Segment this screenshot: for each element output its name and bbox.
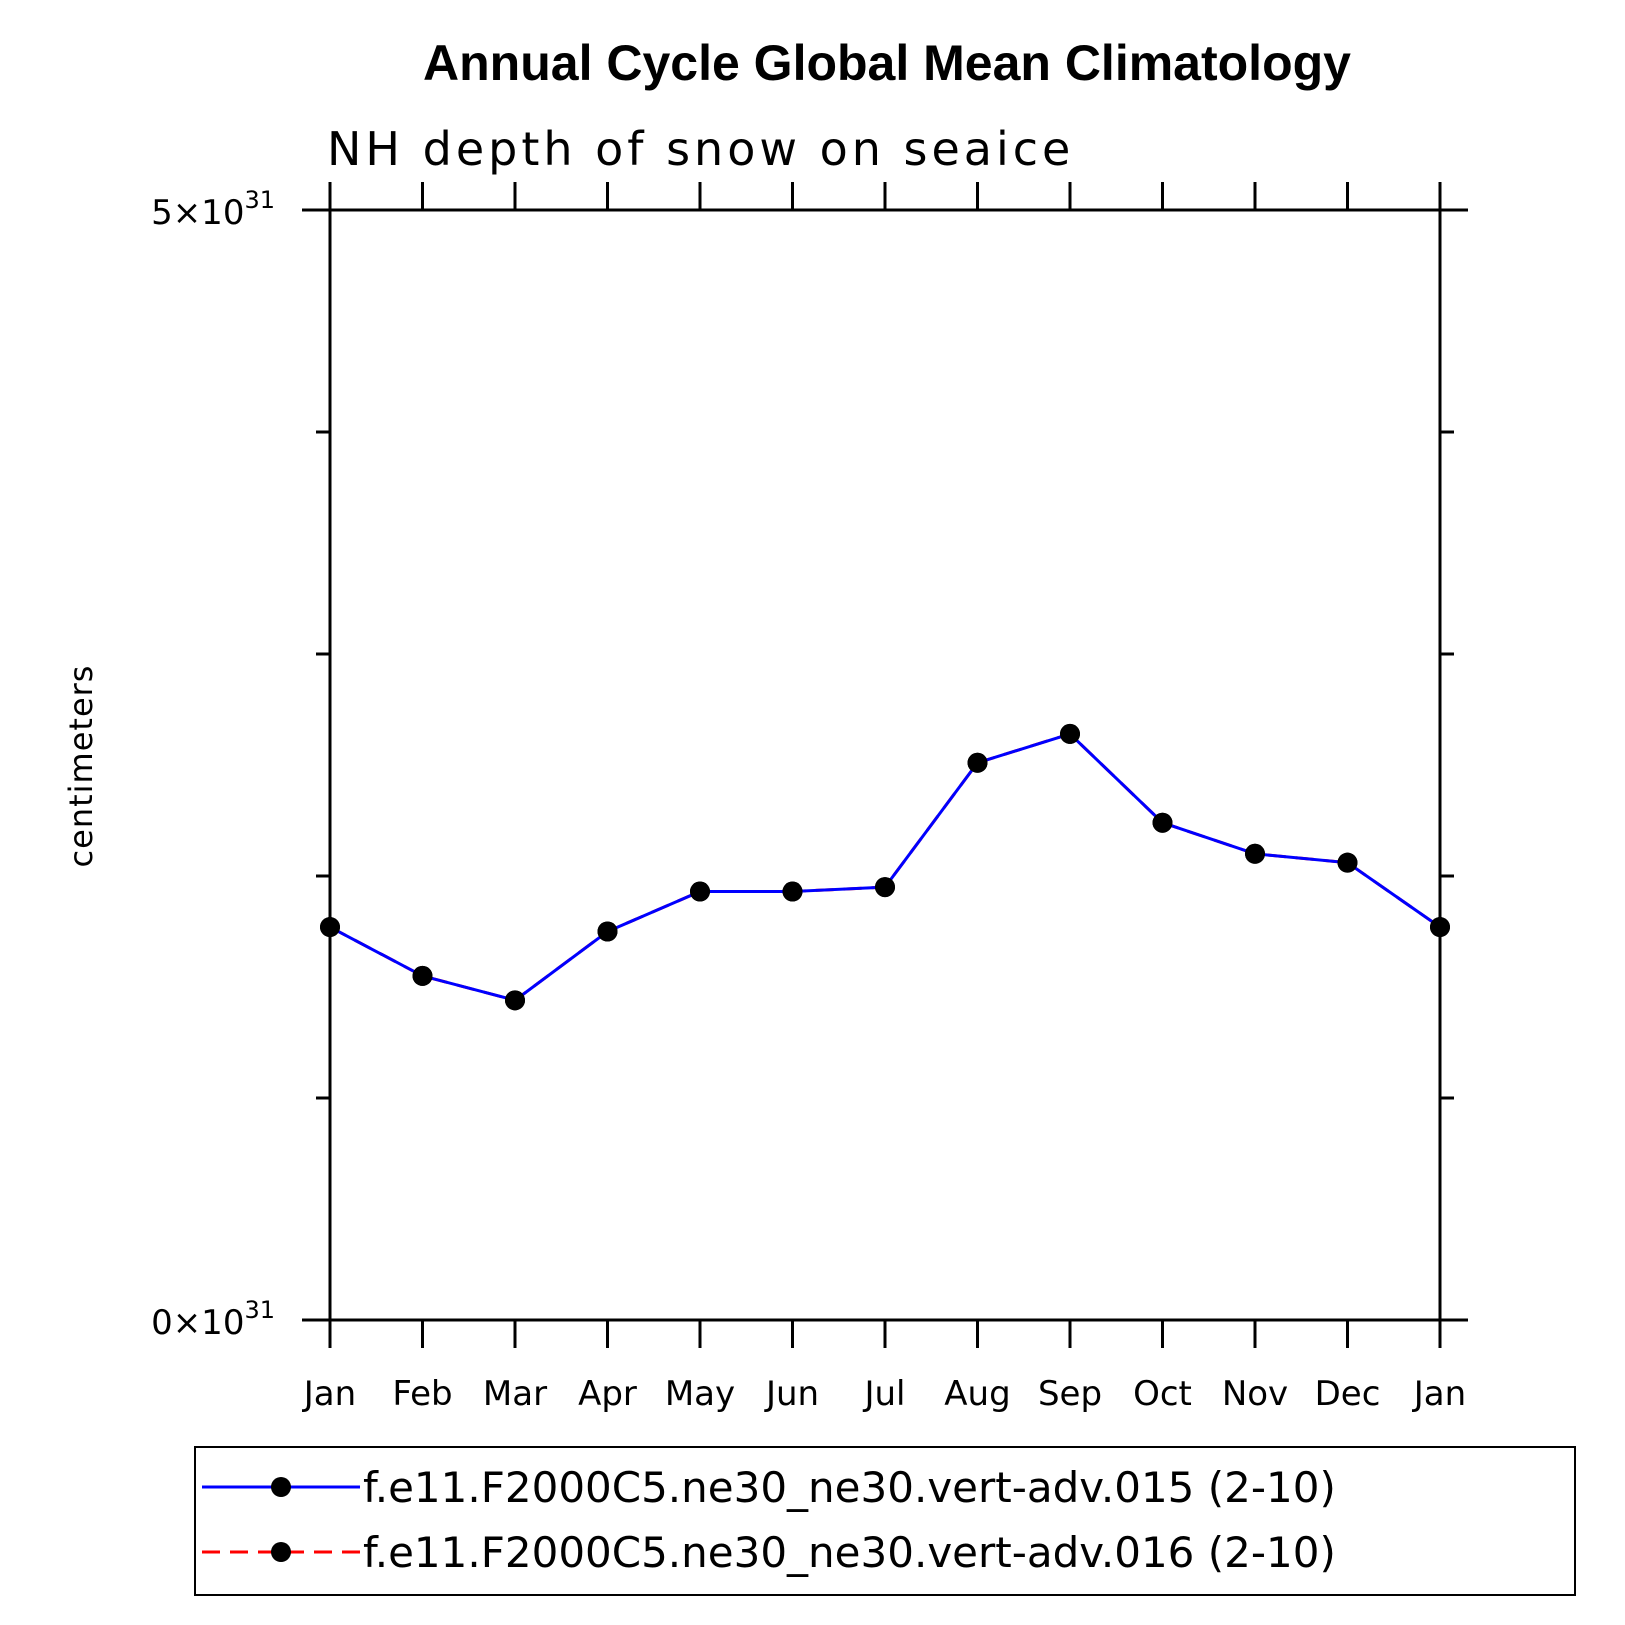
series-point [1152, 812, 1173, 833]
x-tick-label: Nov [1222, 1374, 1288, 1414]
series-point [782, 881, 803, 902]
legend-box [194, 1446, 1576, 1596]
x-tick-label: Sep [1038, 1374, 1102, 1414]
x-tick-label: Feb [392, 1374, 452, 1414]
series-point [412, 965, 433, 986]
series-point [597, 921, 618, 942]
series-group [320, 723, 1450, 1011]
y-tick-label: 0×1031 [151, 1296, 275, 1343]
series-point [320, 917, 340, 938]
series-point [505, 990, 525, 1011]
legend-entry-label: f.e11.F2000C5.ne30_ne30.vert-adv.015 (2-… [363, 1463, 1336, 1512]
legend-marker [271, 1542, 291, 1562]
x-tick-label: Jun [764, 1374, 819, 1414]
x-tick-label: Dec [1315, 1374, 1381, 1414]
y-tick-labels: 0×1031 5×1031 [151, 186, 275, 1343]
series-line [329, 732, 1441, 1002]
plot-axes [302, 182, 1468, 1348]
x-tick-label: Oct [1133, 1374, 1192, 1414]
legend-entry-label: f.e11.F2000C5.ne30_ne30.vert-adv.016 (2-… [363, 1528, 1336, 1577]
series-point [690, 881, 710, 902]
series-line [329, 732, 1441, 1002]
legend: f.e11.F2000C5.ne30_ne30.vert-adv.015 (2-… [194, 1446, 1576, 1596]
series-point [1060, 723, 1080, 744]
x-tick-label: Jul [862, 1374, 905, 1414]
x-tick-labels: Jan Feb Mar Apr May Jun Jul Aug Sep Oct Nov Dec Jan [302, 1374, 1466, 1414]
x-tick-label: May [665, 1374, 735, 1414]
series-point [875, 877, 895, 898]
chart-title: Annual Cycle Global Mean Climatology [423, 35, 1351, 91]
series-point [1337, 852, 1358, 873]
series-point [967, 752, 988, 773]
x-tick-label: Mar [483, 1374, 547, 1414]
series-point [1430, 917, 1450, 938]
x-tick-label: Jan [1412, 1374, 1466, 1414]
x-tick-label: Jan [302, 1374, 356, 1414]
legend-marker [271, 1477, 291, 1497]
x-tick-label: Aug [944, 1374, 1010, 1414]
y-tick-label: 5×1031 [151, 186, 275, 233]
y-axis-label: centimeters [62, 665, 100, 868]
x-tick-label: Apr [578, 1374, 637, 1414]
plot-frame [328, 208, 1442, 1322]
chart-subtitle: NH depth of snow on seaice [327, 122, 1074, 176]
series-point [1245, 843, 1265, 864]
